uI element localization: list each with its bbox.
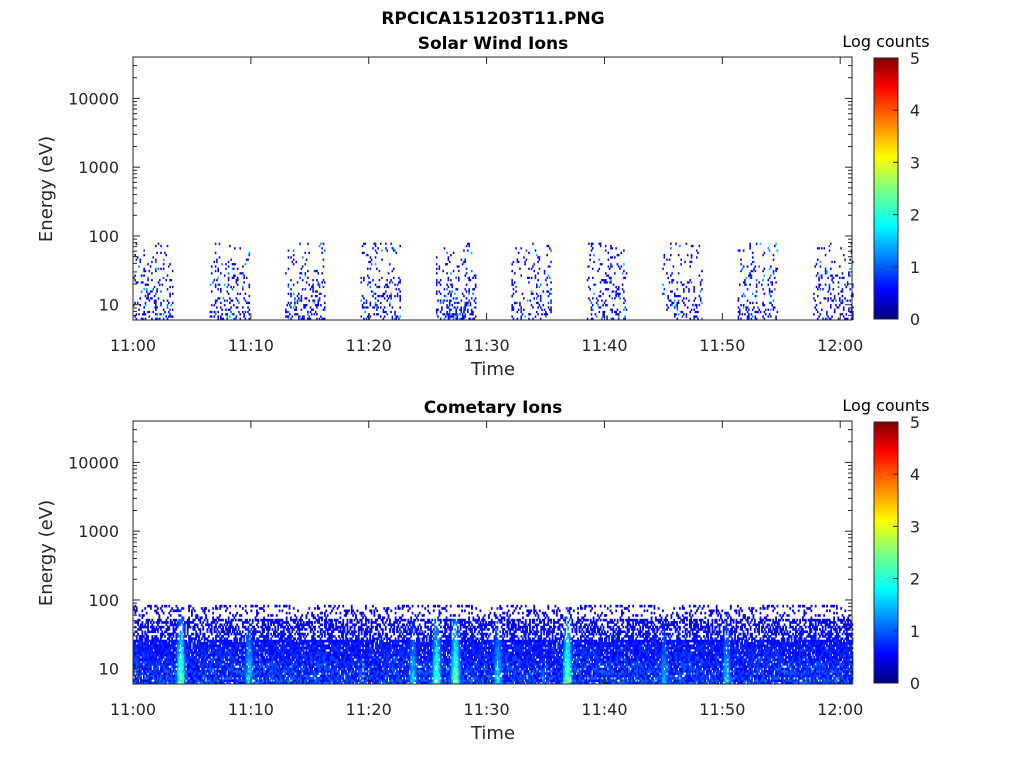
sw-burst [737,242,779,320]
x-tick-label: 11:40 [581,700,627,719]
x-axis-ticks: 11:00 11:10 11:20 11:30 11:40 11:50 12:00 [110,421,863,719]
x-tick-label: 11:10 [228,700,274,719]
colorbar-tick-label: 0 [910,310,920,329]
colorbar-tick-label: 1 [910,258,920,277]
plot-frame [132,420,853,685]
x-tick-label: 11:20 [346,336,392,355]
plot-frame [132,56,853,321]
sw-burst [435,242,477,320]
x-tick-label: 12:00 [817,700,863,719]
sw-burst [813,242,854,320]
colorbar-label: Log counts [842,32,929,51]
x-axis-label: Time [470,723,515,744]
colorbar: 0 1 2 3 4 5 Log counts [842,396,929,693]
y-tick-label: 100 [88,227,119,246]
x-tick-label: 11:30 [464,700,510,719]
colorbar-tick-label: 5 [910,49,920,68]
y-axis-label: Energy (eV) [36,500,57,606]
panel-title: Cometary Ions [424,398,563,418]
y-tick-label: 1000 [78,522,119,541]
y-tick-label: 100 [88,591,119,610]
cometary-spectrum [133,604,854,685]
figure-filename-title: RPCICA151203T11.PNG [381,9,604,29]
sw-burst [360,242,401,320]
x-axis-ticks: 11:00 11:10 11:20 11:30 11:40 11:50 12:00 [110,57,863,355]
x-tick-label: 11:20 [346,700,392,719]
colorbar-label: Log counts [842,396,929,415]
colorbar-tick-label: 2 [910,206,920,225]
colorbar-tick-label: 5 [910,413,920,432]
y-axis-ticks: 10 100 1000 10000 [68,420,852,685]
colorbar-gradient [873,421,899,684]
x-axis-label: Time [470,359,515,380]
heatmap-layer [133,604,854,685]
sw-burst [662,242,703,320]
sw-burst [285,242,326,320]
x-tick-label: 11:50 [699,336,745,355]
colorbar-tick-label: 3 [910,517,920,536]
x-tick-label: 11:50 [699,700,745,719]
y-tick-label: 10000 [68,89,119,108]
x-tick-label: 11:30 [464,336,510,355]
panel-title: Solar Wind Ions [418,34,569,54]
x-tick-label: 11:40 [581,336,627,355]
colorbar-tick-label: 0 [910,674,920,693]
y-tick-label: 10 [99,296,119,315]
x-tick-label: 11:00 [110,336,156,355]
sw-burst [511,242,552,320]
colorbar-ticks: 0 1 2 3 4 5 [893,413,920,693]
sw-burst [133,242,174,320]
colorbar-tick-label: 4 [910,465,920,484]
y-axis-label: Energy (eV) [36,136,57,242]
x-tick-label: 11:10 [228,336,274,355]
heatmap-layer [133,242,854,320]
y-tick-label: 1000 [78,158,119,177]
colorbar: 0 1 2 3 4 5 Log counts [842,32,929,329]
colorbar-tick-label: 3 [910,153,920,172]
colorbar-tick-label: 4 [910,101,920,120]
x-tick-label: 11:00 [110,700,156,719]
colorbar-tick-label: 2 [910,570,920,589]
colorbar-ticks: 0 1 2 3 4 5 [893,49,920,329]
y-axis-ticks: 10 100 1000 10000 [68,56,852,321]
y-tick-label: 10000 [68,453,119,472]
sw-burst [586,242,628,320]
colorbar-gradient [873,57,899,320]
x-tick-label: 12:00 [817,336,863,355]
y-tick-label: 10 [99,660,119,679]
colorbar-tick-label: 1 [910,622,920,641]
sw-burst [209,242,251,320]
